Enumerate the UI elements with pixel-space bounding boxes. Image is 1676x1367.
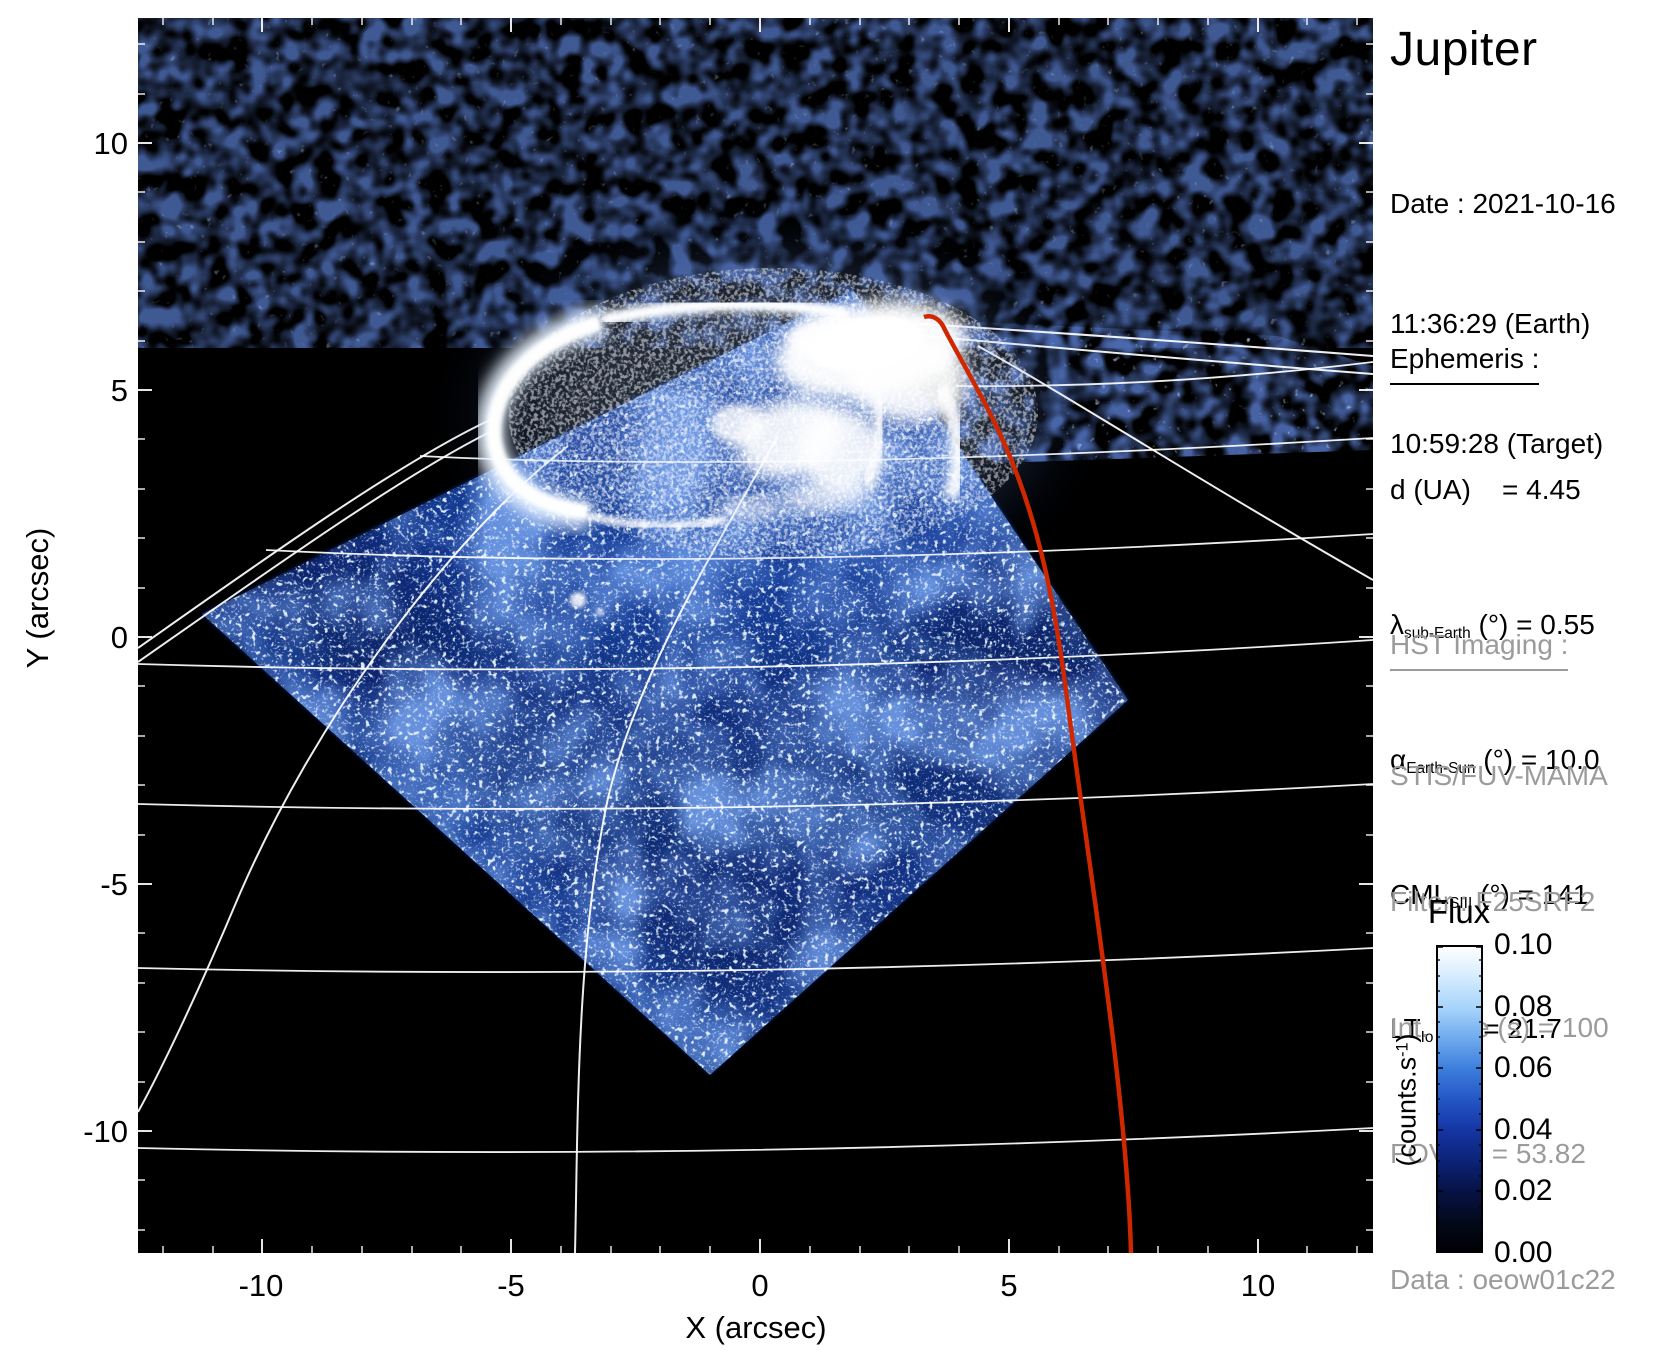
x-tick-label: 0 xyxy=(751,1268,769,1303)
observation-datetime: Date : 2021-10-16 11:36:29 (Earth) 10:59… xyxy=(1390,104,1616,544)
ephemeris-cml: CMLSIII (°) = 141 xyxy=(1390,878,1589,912)
latitude-line xyxy=(138,947,1373,973)
y-tick-label: 5 xyxy=(110,373,128,408)
ephemeris-sub-earth-latitude: λsub-Earth (°) = 0.55 xyxy=(1390,608,1595,642)
hst-filter: Filter : F25SRF2 xyxy=(1390,886,1596,917)
x-tick-label: -5 xyxy=(497,1268,525,1303)
x-tick-label: -10 xyxy=(238,1268,284,1303)
colorbar-title: Flux xyxy=(1427,893,1491,930)
colorbar-tick-marks xyxy=(1436,946,1483,1252)
y-tick-label: -5 xyxy=(100,867,128,902)
hst-instrument: STIS/FUV-MAMA xyxy=(1390,760,1608,791)
observation-time-earth: 11:36:29 (Earth) xyxy=(1390,308,1591,339)
colorbar-tick-label: 0.06 xyxy=(1494,1051,1553,1084)
limb-arc xyxy=(138,429,495,663)
hst-heading: HST Imaging : xyxy=(1390,624,1569,671)
auroral-oval xyxy=(474,248,1058,616)
io-track-red-curve xyxy=(923,314,1134,1253)
graticule xyxy=(138,317,1373,1253)
colorbar-tick-label: 0.04 xyxy=(1494,1113,1553,1146)
x-tick-label: 5 xyxy=(1000,1268,1018,1303)
colorbar-gradient xyxy=(1436,945,1483,1253)
meridian-line xyxy=(138,445,569,1113)
hst-data-id: Data : oeow01c22 xyxy=(1390,1264,1616,1295)
ephemeris-section: Ephemeris : d (UA) = 4.45 λsub-Earth (°)… xyxy=(1390,254,1600,1143)
limb-arc xyxy=(138,419,491,649)
jupiter-fuv-image-plot xyxy=(138,18,1373,1253)
x-axis-label: X (arcsec) xyxy=(685,1310,827,1345)
y-tick-label: 0 xyxy=(110,620,128,655)
latitude-line xyxy=(138,1127,1373,1153)
colorbar-tick-label: 0.00 xyxy=(1494,1236,1553,1269)
colorbar-tick-label: 0.10 xyxy=(1494,928,1553,961)
ephemeris-distance: d (UA) = 4.45 xyxy=(1390,474,1581,505)
y-tick-label: -10 xyxy=(83,1114,128,1149)
observation-date: Date : 2021-10-16 xyxy=(1390,188,1616,219)
ephemeris-heading: Ephemeris : xyxy=(1390,338,1540,385)
y-axis-label: Y (arcsec) xyxy=(20,527,55,669)
ephemeris-phase-angle: αEarth-Sun (°) = 10.0 xyxy=(1390,743,1600,777)
colorbar-tick-label: 0.02 xyxy=(1494,1174,1553,1207)
page-title: Jupiter xyxy=(1390,23,1538,76)
plot-tick-marks xyxy=(138,18,1373,1253)
y-tick-label: 10 xyxy=(93,126,128,161)
latitude-line xyxy=(138,783,1373,810)
colorbar-tick-label: 0.08 xyxy=(1494,990,1553,1023)
x-tick-label: 10 xyxy=(1240,1268,1276,1303)
latitude-line xyxy=(138,639,1373,671)
colorbar-unit-label: (counts.s-1) xyxy=(1391,1033,1422,1167)
observation-time-target: 10:59:28 (Target) xyxy=(1390,428,1604,459)
